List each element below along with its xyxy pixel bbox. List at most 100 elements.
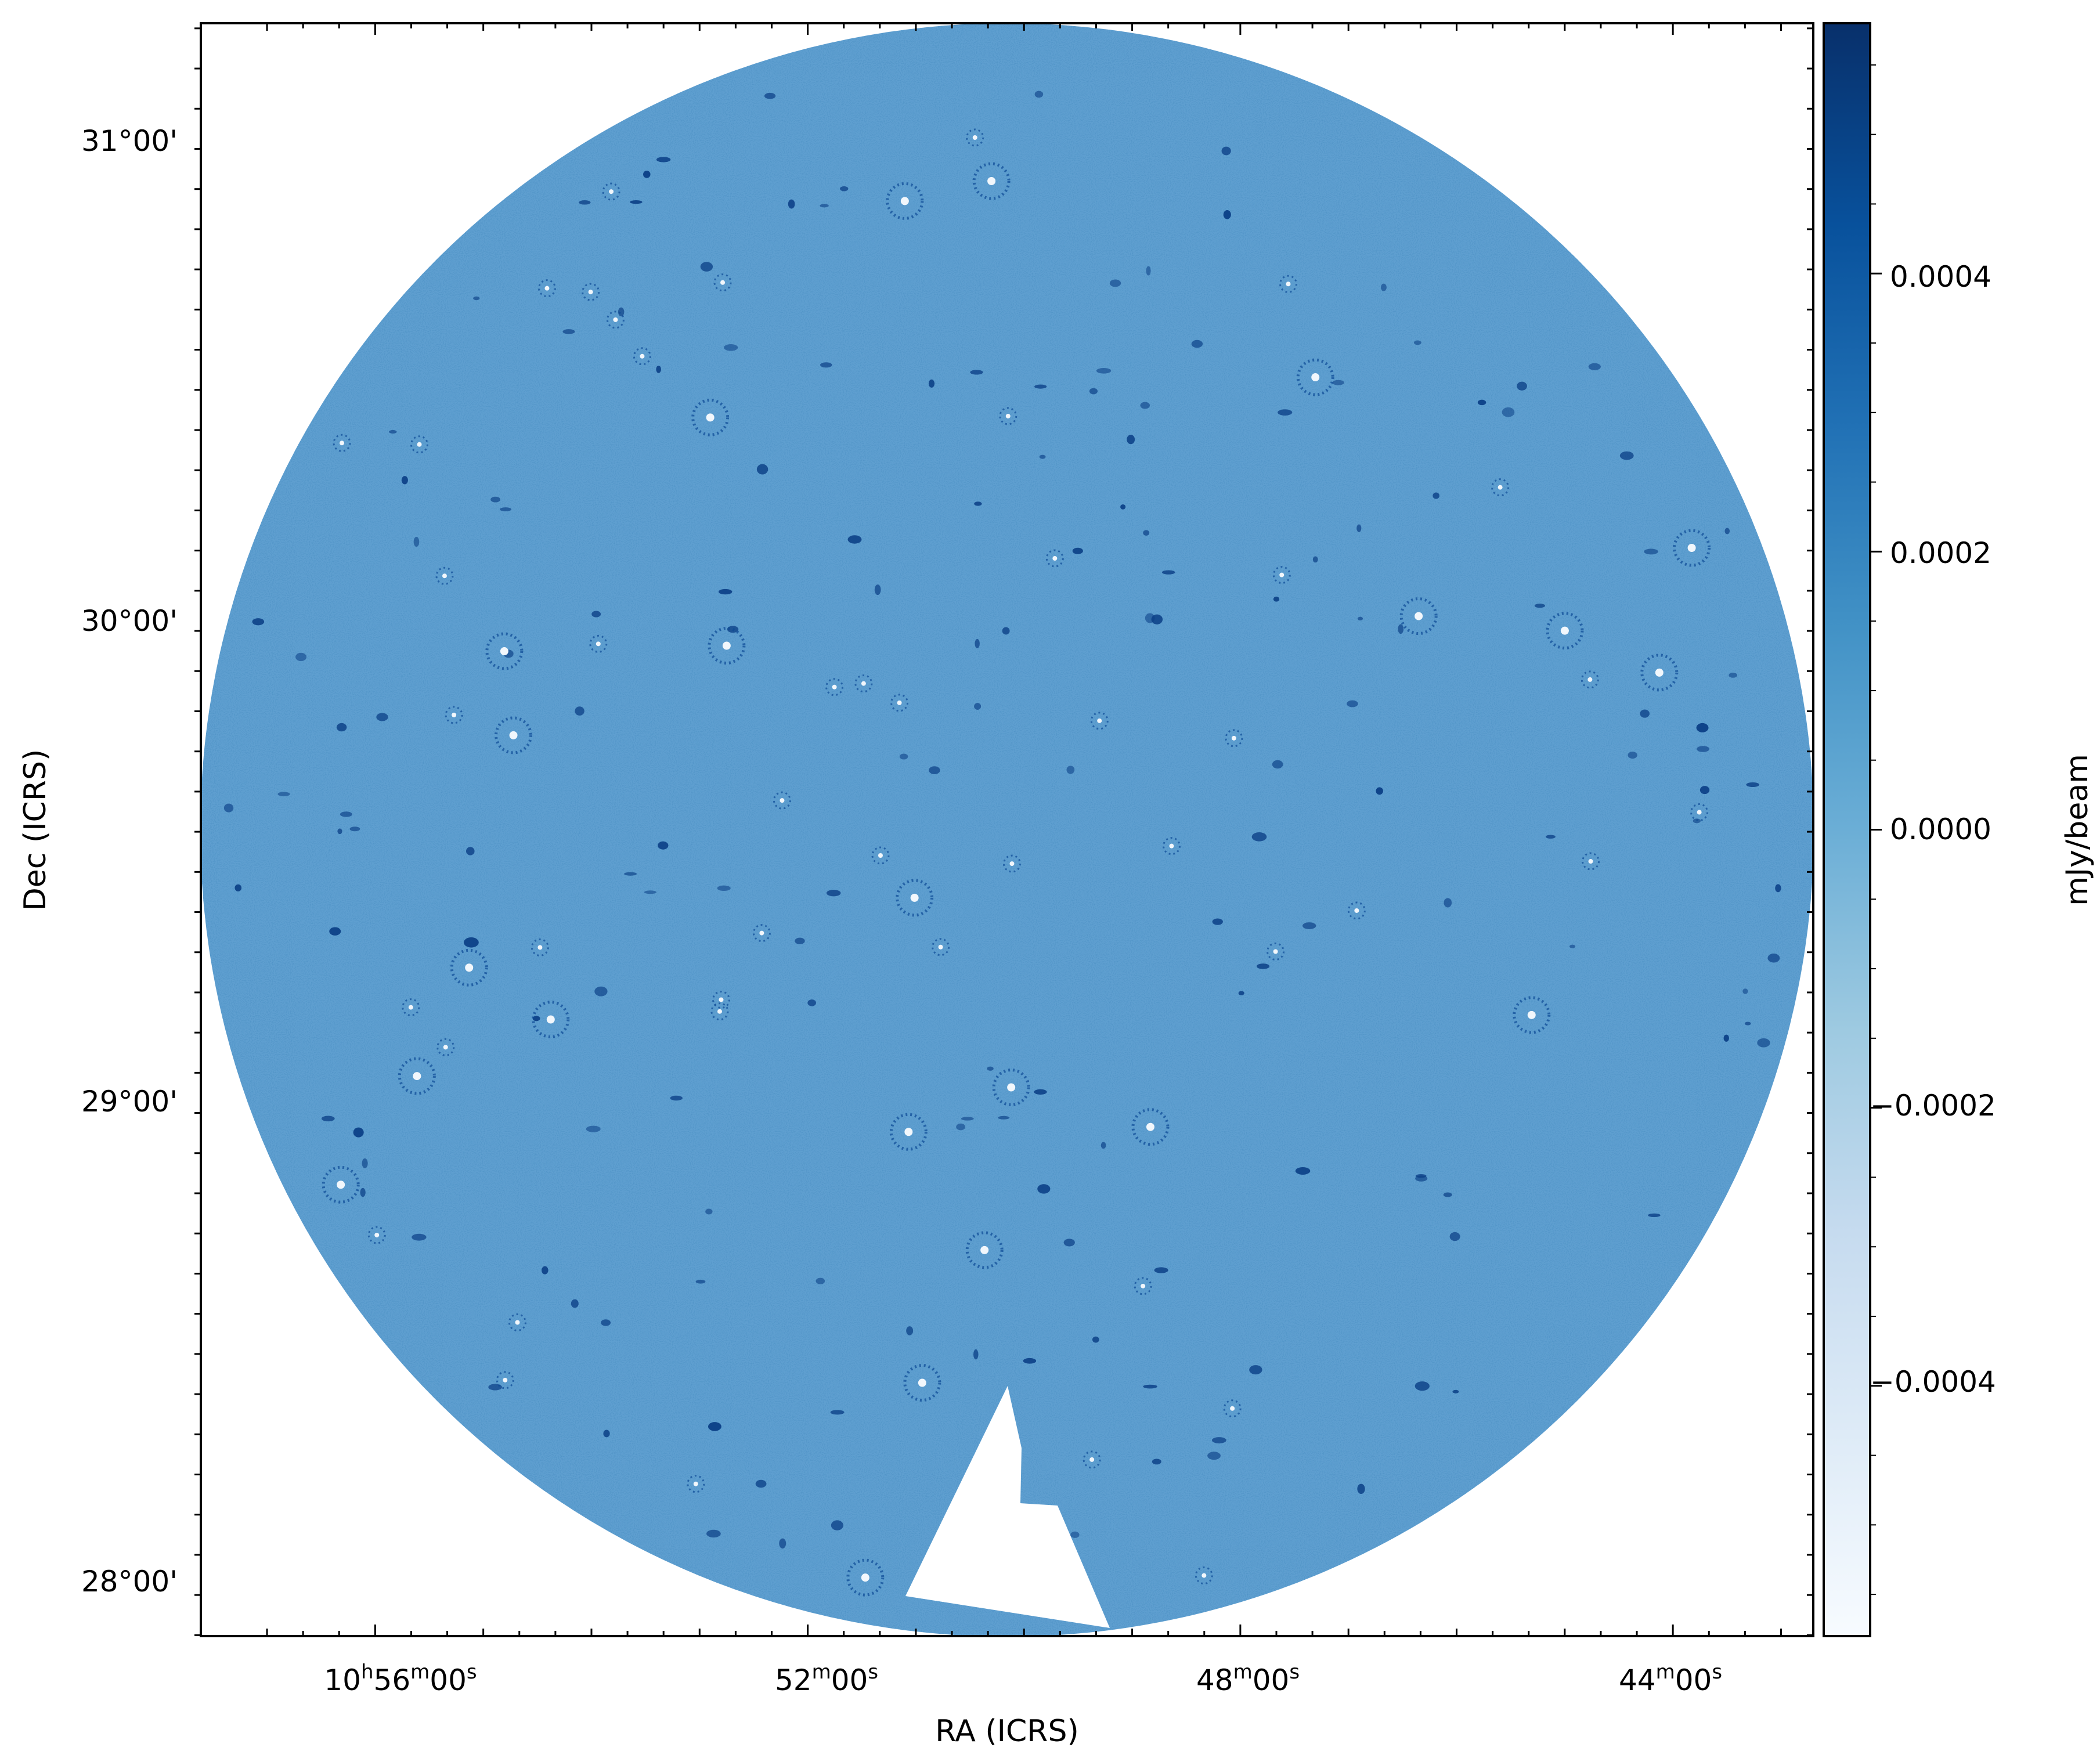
point-source-core [987, 177, 996, 186]
dark-emission-blob [463, 937, 479, 948]
point-source-core [340, 441, 345, 446]
point-source-core [1009, 861, 1015, 867]
dark-emission-blob [571, 1299, 579, 1308]
dark-emission-blob [807, 999, 816, 1006]
x-tick-label: 52m00s [775, 1660, 878, 1697]
point-source-core [1169, 843, 1174, 849]
dark-emission-blob [336, 723, 347, 732]
dark-emission-blob [1332, 380, 1344, 385]
dark-emission-blob [961, 1117, 974, 1121]
dark-emission-blob [1729, 672, 1738, 678]
dark-emission-blob [717, 885, 731, 891]
dark-emission-blob [755, 1479, 767, 1488]
dark-emission-blob [1697, 746, 1710, 752]
dark-emission-blob [1151, 614, 1163, 624]
point-source-core [1655, 668, 1664, 677]
point-source-halo [1002, 854, 1021, 873]
point-source-halo [532, 1001, 570, 1039]
dark-emission-blob [488, 1384, 502, 1391]
dark-emission-blob [1744, 1021, 1751, 1026]
point-source-halo [531, 938, 549, 956]
dark-emission-blob [1002, 627, 1010, 635]
point-source-halo [322, 1165, 360, 1204]
point-source-core [722, 641, 731, 650]
dark-emission-blob [831, 1520, 843, 1530]
point-source-core [515, 1320, 520, 1325]
dark-emission-blob [1221, 146, 1231, 156]
point-source-halo [687, 1475, 705, 1493]
dark-emission-blob [401, 476, 408, 485]
point-source-halo [773, 791, 791, 810]
dark-emission-blob [1063, 1239, 1075, 1247]
dark-emission-blob [975, 638, 980, 648]
point-source-core [1415, 612, 1423, 620]
point-source-core [374, 1232, 380, 1237]
dark-emission-blob [1143, 1384, 1157, 1389]
dark-emission-blob [1433, 492, 1439, 499]
dark-emission-blob [973, 1349, 979, 1360]
point-source-halo [410, 435, 428, 454]
dark-emission-blob [1092, 1336, 1099, 1343]
point-source-halo [450, 948, 488, 987]
point-source-halo [589, 634, 608, 653]
point-source-core [719, 997, 724, 1002]
dark-emission-blob [1644, 548, 1658, 555]
dark-emission-blob [329, 927, 341, 936]
dark-emission-blob [1724, 528, 1730, 535]
dark-emission-blob [706, 1529, 721, 1538]
point-source-core [717, 1009, 722, 1014]
point-source-halo [1673, 529, 1711, 567]
dark-emission-blob [618, 307, 625, 317]
dark-emission-blob [700, 262, 713, 272]
dark-emission-blob [1742, 988, 1748, 994]
dark-emission-blob [1120, 504, 1126, 510]
dark-emission-blob [277, 792, 290, 797]
colorbar-tick-label: 0.0002 [1890, 536, 1991, 570]
dark-emission-blob [974, 703, 982, 710]
point-source-halo [435, 566, 454, 585]
dark-emission-blob [1398, 624, 1404, 634]
point-source-halo [1582, 852, 1600, 871]
dark-emission-blob [1452, 1389, 1459, 1394]
dark-emission-blob [603, 1429, 610, 1438]
dark-emission-blob [956, 1123, 966, 1131]
dark-emission-blob [643, 171, 651, 178]
point-source-halo [1690, 803, 1709, 821]
dark-emission-blob [562, 329, 575, 334]
point-source-core [972, 135, 977, 140]
y-axis-label: Dec (ICRS) [18, 749, 53, 911]
dark-emission-blob [1619, 451, 1634, 460]
dark-emission-blob [705, 1208, 713, 1215]
point-source-halo [1134, 1277, 1152, 1295]
point-source-core [1047, 1542, 1052, 1547]
dark-emission-blob [376, 713, 388, 721]
dark-emission-blob [360, 1187, 366, 1197]
x-axis-label: RA (ICRS) [935, 1714, 1078, 1749]
point-source-core [706, 413, 715, 422]
dark-emission-blob [1415, 1174, 1427, 1178]
dark-emission-blob [998, 1116, 1010, 1120]
point-source-core [1141, 1283, 1146, 1288]
point-source-halo [1640, 654, 1679, 692]
point-source-core [613, 317, 618, 322]
point-source-core [1231, 735, 1236, 741]
point-source-halo [445, 706, 463, 724]
point-source-core [1230, 1406, 1235, 1411]
y-tick-label: 30°00' [81, 604, 178, 638]
x-tick-label: 44m00s [1619, 1660, 1722, 1697]
point-source-halo [1296, 358, 1334, 396]
dark-emission-blob [1127, 434, 1135, 445]
dark-emission-blob [1775, 884, 1781, 893]
colorbar-tick-label: 0.0000 [1890, 813, 1991, 846]
point-source-core [1286, 281, 1291, 287]
dark-emission-blob [1096, 368, 1112, 374]
point-source-core [337, 1181, 345, 1189]
dark-emission-blob [1211, 1437, 1226, 1443]
dark-emission-blob [987, 1066, 994, 1071]
colorbar: 0.0004 0.0002 0.0000 −0.0002 −0.0004 mJy… [1823, 22, 2095, 1637]
point-source-core [720, 280, 726, 285]
dark-emission-blob [1517, 381, 1527, 391]
dark-emission-blob [490, 496, 500, 503]
dark-emission-blob [1152, 1459, 1161, 1465]
dark-emission-blob [1161, 570, 1175, 575]
